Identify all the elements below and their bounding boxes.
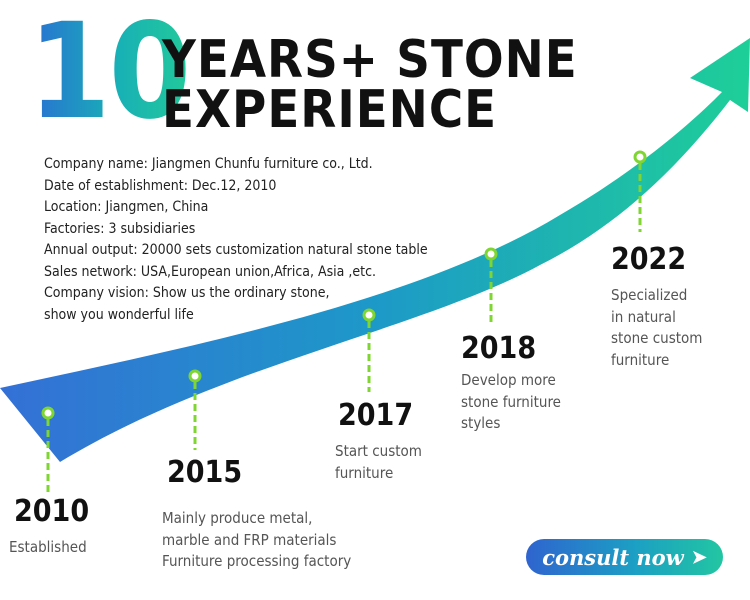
desc-2010: Established [9,537,87,559]
info-line: show you wonderful life [44,306,194,323]
info-line: Date of establishment: Dec.12, 2010 [44,177,277,194]
desc-line: styles [461,414,501,432]
company-info: Company name: Jiangmen Chunfu furniture … [44,154,428,326]
headline-line2: EXPERIENCE [162,80,498,140]
desc-2018: Develop more stone furniture styles [461,370,561,435]
desc-2015: Mainly produce metal, marble and FRP mat… [162,508,351,573]
year-2017: 2017 [338,398,414,433]
arrow-right-icon: ➤ [691,546,707,568]
desc-line: furniture [335,463,394,482]
big-number: 10 [28,0,191,149]
desc-2022: Specialized in natural stone custom furn… [611,285,702,371]
info-line: Location: Jiangmen, China [44,199,209,215]
marker-2010 [41,406,55,420]
headline-line1: YEARS+ STONE [162,30,578,90]
desc-line: Mainly produce metal, [162,509,313,527]
desc-line: stone custom [611,329,703,347]
info-line: Factories: 3 subsidiaries [44,220,196,237]
info-line: Company vision: Show us the ordinary sto… [44,285,330,301]
marker-2022 [633,150,647,164]
info-line: Annual output: 20000 sets customization … [44,242,428,258]
arrow-body [0,38,750,462]
marker-2017 [362,308,376,322]
desc-line: stone furniture [461,392,561,411]
info-line: Sales network: USA,European union,Africa… [44,263,376,280]
desc-line: furniture [611,350,670,369]
consult-now-label: consult now [542,544,684,570]
year-2022: 2022 [611,242,687,277]
marker-2018 [484,247,498,261]
info-line: Company name: Jiangmen Chunfu furniture … [44,156,373,172]
desc-line: in natural [611,307,676,326]
desc-line: Established [9,538,87,556]
desc-2017: Start custom furniture [335,441,422,484]
desc-line: Start custom [335,442,422,460]
year-2015: 2015 [167,455,243,490]
desc-line: Develop more [461,371,556,389]
desc-line: marble and FRP materials [162,530,337,549]
consult-now-button[interactable]: consult now ➤ [526,539,723,575]
year-2018: 2018 [461,331,537,366]
desc-line: Furniture processing factory [162,552,352,570]
marker-2015 [188,369,202,383]
year-2010: 2010 [14,494,90,529]
desc-line: Specialized [611,286,688,304]
